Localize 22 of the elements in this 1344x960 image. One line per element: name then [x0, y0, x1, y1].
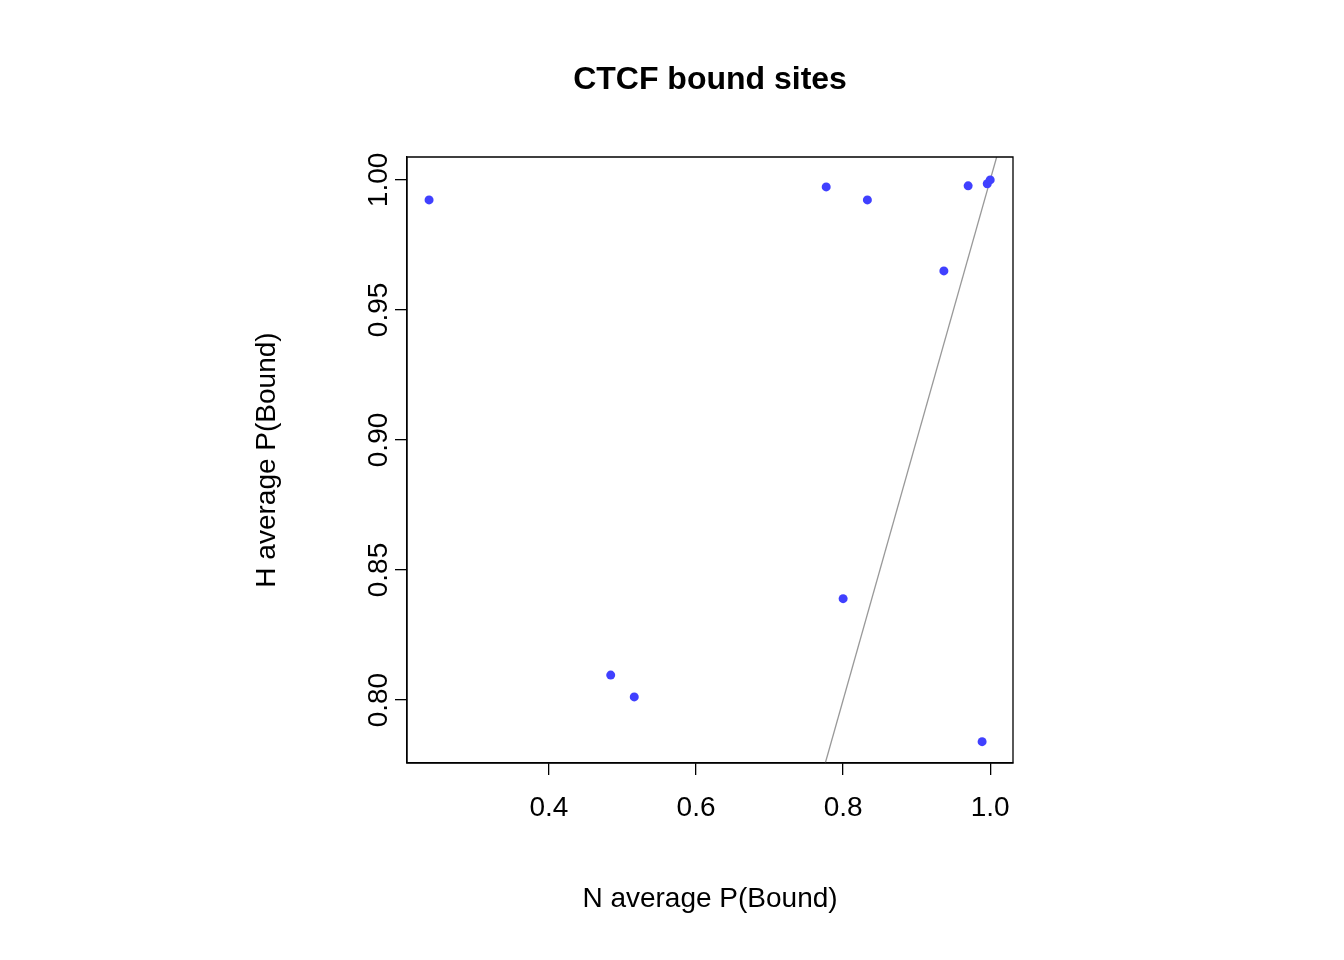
y-tick-label: 0.80: [361, 672, 393, 728]
x-tick-label: 1.0: [970, 790, 1010, 822]
point: [838, 594, 848, 604]
point: [629, 692, 639, 702]
y-tick-label: 0.85: [361, 542, 393, 598]
point: [963, 181, 973, 191]
y-tick-label: 0.90: [361, 412, 393, 468]
point: [862, 195, 872, 205]
point: [424, 195, 434, 205]
point: [985, 175, 995, 185]
x-tick-label: 0.4: [529, 790, 569, 822]
point: [939, 266, 949, 276]
x-axis-title: N average P(Bound): [582, 881, 838, 913]
point: [977, 737, 987, 747]
chart-title: CTCF bound sites: [573, 59, 847, 96]
x-tick-label: 0.6: [676, 790, 716, 822]
x-tick-label: 0.8: [823, 790, 863, 822]
y-tick-label: 1.00: [361, 152, 393, 208]
point: [606, 670, 616, 680]
y-tick-label: 0.95: [361, 282, 393, 338]
point: [821, 182, 831, 192]
y-axis-title: H average P(Bound): [249, 332, 281, 588]
